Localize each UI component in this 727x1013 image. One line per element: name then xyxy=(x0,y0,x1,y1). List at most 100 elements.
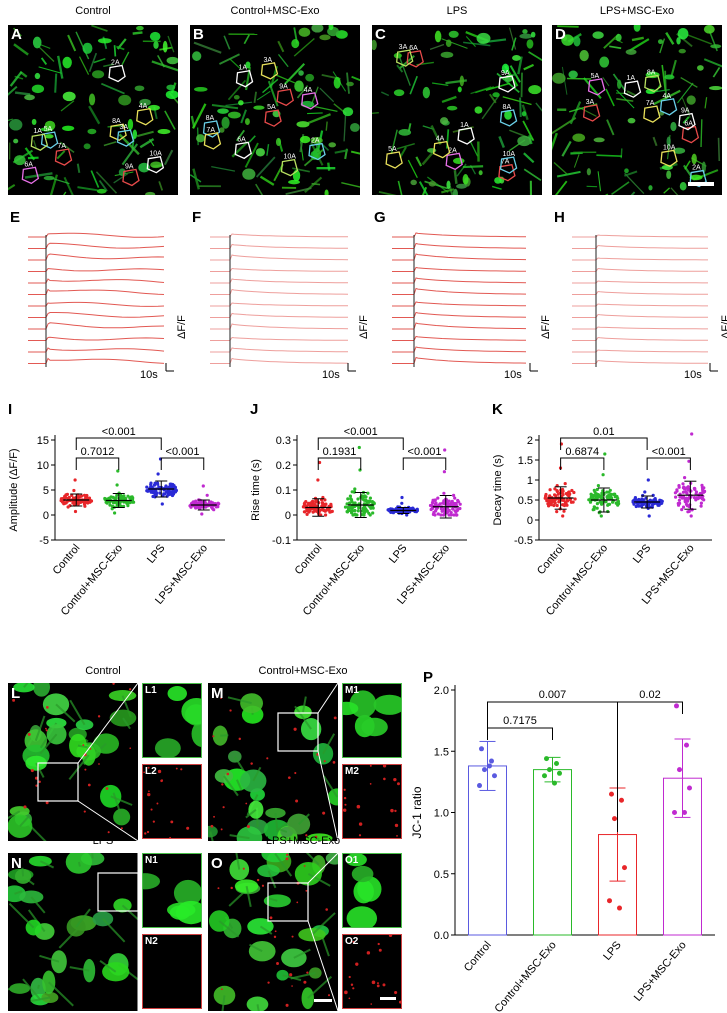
data-point xyxy=(550,500,554,504)
panel-title: LPS+MSC-Exo xyxy=(599,5,675,17)
data-point xyxy=(634,498,638,502)
data-point xyxy=(348,494,352,498)
data-point xyxy=(677,498,681,502)
y-tick-label: 15 xyxy=(37,435,49,447)
data-point xyxy=(443,448,447,452)
calcium-trace xyxy=(392,356,527,364)
data-point xyxy=(562,503,567,508)
data-point xyxy=(701,490,705,494)
calcium-trace xyxy=(572,359,708,364)
data-point xyxy=(594,494,598,498)
y-axis-label: Rise time (s) xyxy=(250,459,262,521)
panel-label: F xyxy=(192,209,202,226)
p-value-label: 0.1931 xyxy=(323,446,357,458)
data-point xyxy=(690,432,694,436)
data-point xyxy=(104,500,108,504)
inset-red xyxy=(142,764,202,839)
x-tick-label: LPS xyxy=(631,542,654,566)
data-point xyxy=(683,487,687,491)
data-series xyxy=(543,442,577,518)
svg-text:5A: 5A xyxy=(267,104,276,111)
data-point xyxy=(548,494,552,498)
data-point xyxy=(371,511,375,515)
panel-title: LPS xyxy=(92,835,114,847)
data-point xyxy=(168,491,172,495)
data-point xyxy=(156,472,160,476)
svg-text:5A: 5A xyxy=(388,146,397,153)
data-point xyxy=(302,502,306,506)
data-point xyxy=(110,504,115,508)
calcium-trace xyxy=(392,322,527,330)
roi-marker: 1A xyxy=(623,75,642,98)
significance-bracket xyxy=(617,701,683,714)
p-value-label: 0.01 xyxy=(593,426,614,438)
trace-y-scale-label: ΔF/F xyxy=(176,315,188,339)
data-point xyxy=(363,494,367,498)
data-point xyxy=(686,510,690,514)
roi-marker: 7A xyxy=(203,127,222,150)
roi-marker: 3A xyxy=(395,44,414,67)
data-point xyxy=(492,773,497,779)
y-tick-label: 0 xyxy=(43,510,49,522)
panel-label: P xyxy=(423,669,433,686)
data-point xyxy=(318,460,322,465)
calcium-trace xyxy=(572,234,708,238)
data-point xyxy=(403,507,407,511)
data-point xyxy=(440,509,444,513)
data-point xyxy=(646,478,650,482)
data-point xyxy=(346,497,350,501)
data-point xyxy=(544,494,548,498)
calcium-trace xyxy=(572,336,708,341)
y-tick-label: 0.3 xyxy=(276,435,291,447)
roi-marker: 3A xyxy=(116,124,135,147)
panel-label: B xyxy=(193,26,204,43)
roi-marker: 9A xyxy=(678,108,696,131)
y-axis-label: Decay time (s) xyxy=(492,455,504,526)
calcium-trace xyxy=(392,346,527,353)
panel-title: Control xyxy=(85,665,121,677)
data-point xyxy=(352,501,356,505)
panel-label: E xyxy=(10,209,21,226)
trace-stack xyxy=(392,232,538,372)
y-tick-label: -0.1 xyxy=(272,535,291,547)
data-point xyxy=(548,488,552,492)
data-point xyxy=(622,865,627,871)
calcium-trace xyxy=(210,233,348,238)
x-tick-label: Control xyxy=(535,542,567,577)
micrograph-image: 5A 6A 1A 8A 2A 3A 4A 7A 9A 10A xyxy=(372,27,542,195)
calcium-micrograph: 5A 6A 1A 8A 2A 3A 4A 7A 9A 10A xyxy=(372,25,542,195)
scale-bar xyxy=(314,999,332,1002)
data-point xyxy=(487,763,492,769)
data-point xyxy=(455,513,459,517)
data-point xyxy=(439,507,443,511)
scale-bar xyxy=(688,182,714,186)
roi-marker: 6A xyxy=(21,161,40,185)
y-axis-label: Amplitude (ΔF/F) xyxy=(8,448,20,531)
data-point xyxy=(611,500,615,504)
roi-marker: 4A xyxy=(659,93,678,116)
panel-label: L xyxy=(11,685,21,702)
data-point xyxy=(111,495,115,499)
data-point xyxy=(329,502,333,506)
svg-text:6A: 6A xyxy=(684,121,693,128)
significance-bracket xyxy=(317,457,362,470)
data-point xyxy=(456,498,460,503)
inset-label: N1 xyxy=(145,855,158,866)
data-point xyxy=(356,497,360,501)
inset-green xyxy=(142,683,202,758)
svg-text:7A: 7A xyxy=(646,100,655,107)
data-point xyxy=(367,511,371,515)
panel-label: G xyxy=(374,209,386,226)
calcium-trace xyxy=(572,244,708,249)
data-point xyxy=(150,485,154,489)
roi-marker: 2A xyxy=(308,138,326,161)
calcium-trace xyxy=(392,253,527,261)
calcium-trace xyxy=(392,266,526,272)
y-tick-label: 1 xyxy=(527,475,533,487)
data-point xyxy=(370,500,374,504)
data-point xyxy=(322,508,326,512)
data-point xyxy=(456,507,460,511)
roi-marker: 5A xyxy=(40,126,59,149)
inset-label: O1 xyxy=(345,855,359,866)
calcium-trace xyxy=(210,267,348,272)
